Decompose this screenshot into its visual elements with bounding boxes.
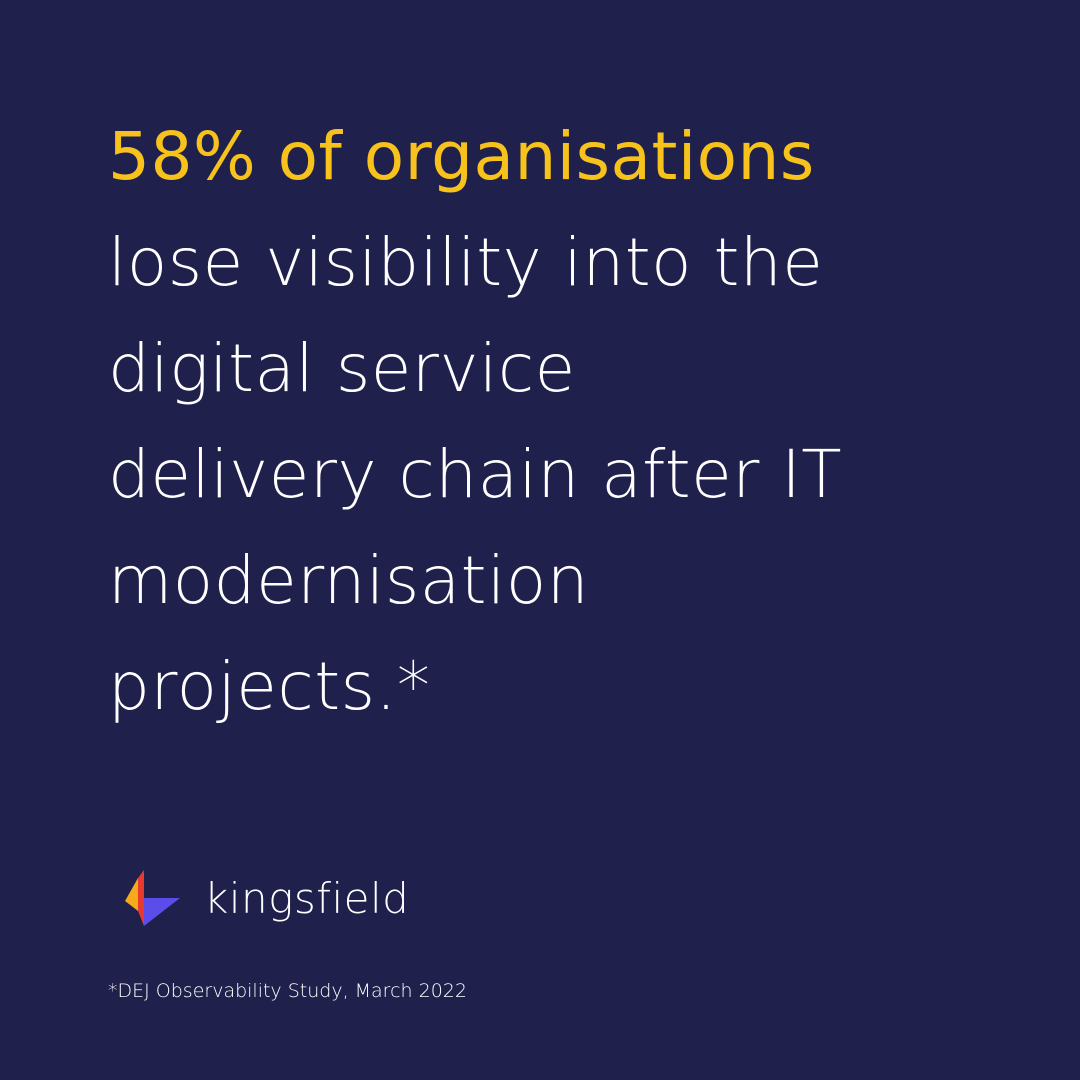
logo-blue-shape (144, 898, 180, 926)
kingsfield-logo-icon (125, 870, 180, 926)
brand-logo: kingsfield (122, 868, 409, 930)
headline-line-5: projects.* (108, 648, 431, 725)
headline-line-3: delivery chain after IT (108, 436, 843, 513)
brand-name: kingsfield (204, 874, 410, 923)
headline-line-2: digital service (108, 330, 576, 407)
headline-line-4: modernisation (108, 542, 590, 619)
footnote: *DEJ Observability Study, March 2022 (108, 980, 467, 1002)
logo-red-shape (138, 870, 144, 926)
headline-highlight: 58% of organisations (108, 118, 815, 195)
headline: 58% of organisations lose visibility int… (108, 104, 1038, 740)
logo-orange-shape (125, 878, 138, 911)
headline-line-1: lose visibility into the (108, 224, 824, 301)
